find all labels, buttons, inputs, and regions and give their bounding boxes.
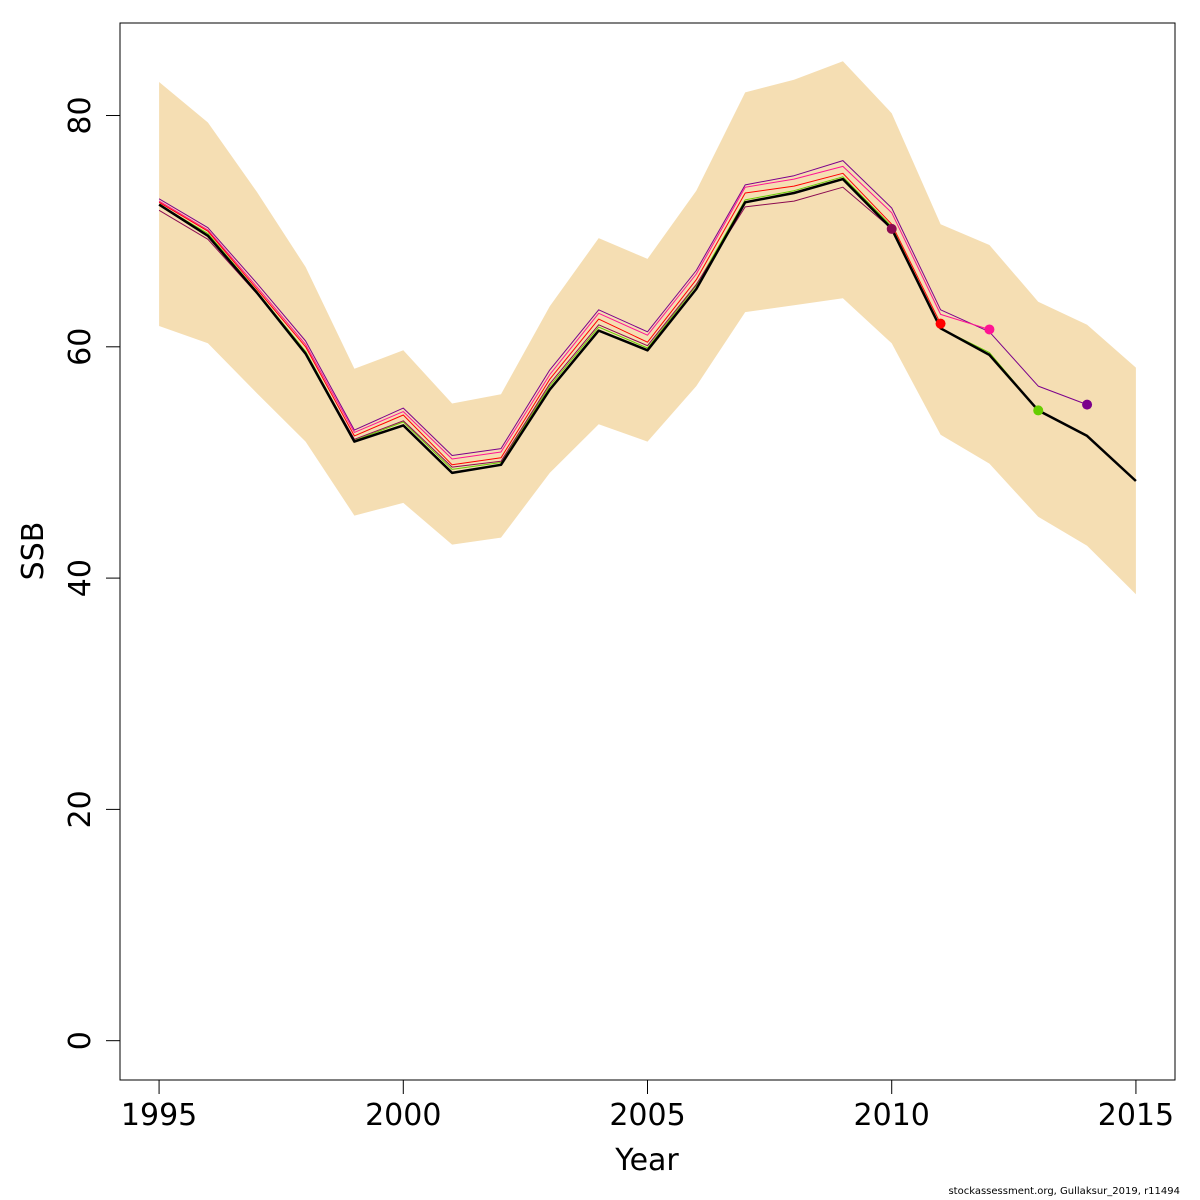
series-line-1	[158, 160, 1088, 456]
series-point-3	[1033, 405, 1044, 416]
plot-frame	[119, 22, 1176, 1081]
series-line-4	[158, 172, 942, 466]
y-tick-label: 0	[63, 1031, 98, 1050]
x-tick-label: 2010	[854, 1098, 930, 1133]
series-point-5	[886, 223, 897, 234]
x-tick-label: 2015	[1098, 1098, 1174, 1133]
x-axis-label: Year	[614, 1143, 679, 1178]
y-tick-label: 60	[63, 328, 98, 366]
x-axis: 1995 2000 2005 2010 2015	[121, 1079, 1174, 1133]
series-point-1	[1082, 399, 1093, 410]
series-line-6	[158, 177, 1137, 482]
confidence-band-area	[159, 61, 1136, 595]
x-tick-label: 1995	[121, 1098, 197, 1133]
series-points	[886, 223, 1093, 416]
series-point-4	[935, 318, 946, 329]
x-tick-label: 2000	[365, 1098, 441, 1133]
series-point-2	[984, 324, 995, 335]
confidence-band	[159, 61, 1136, 595]
y-axis: 0 20 40 60 80	[63, 96, 121, 1050]
series-line-2	[158, 165, 990, 460]
x-tick-label: 2005	[609, 1098, 685, 1133]
y-tick-label: 80	[63, 96, 98, 134]
series-lines	[158, 160, 1137, 482]
y-tick-label: 40	[63, 559, 98, 597]
credit-text: stockassessment.org, Gullaksur_2019, r11…	[948, 1186, 1180, 1197]
y-tick-label: 20	[63, 790, 98, 828]
y-axis-label: SSB	[16, 522, 51, 581]
